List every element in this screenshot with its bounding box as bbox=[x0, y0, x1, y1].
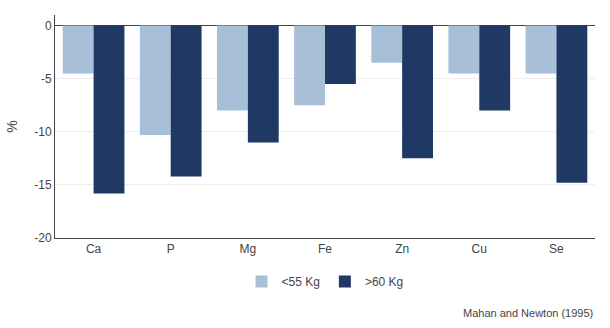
svg-text:Fe: Fe bbox=[318, 242, 332, 256]
svg-text:-15: -15 bbox=[34, 178, 52, 192]
svg-text:Cu: Cu bbox=[472, 242, 487, 256]
svg-text:-20: -20 bbox=[34, 231, 52, 245]
svg-text:Ca: Ca bbox=[86, 242, 102, 256]
svg-text:-5: -5 bbox=[41, 72, 52, 86]
svg-text:<55 Kg: <55 Kg bbox=[282, 275, 320, 289]
svg-text:-10: -10 bbox=[34, 125, 52, 139]
svg-text:Mahan and Newton (1995): Mahan and Newton (1995) bbox=[463, 307, 593, 319]
svg-text:0: 0 bbox=[45, 19, 52, 33]
svg-text:Mg: Mg bbox=[240, 242, 257, 256]
svg-text:P: P bbox=[167, 242, 175, 256]
svg-text:Zn: Zn bbox=[395, 242, 409, 256]
svg-text:Se: Se bbox=[549, 242, 564, 256]
svg-text:%: % bbox=[4, 120, 20, 132]
svg-text:>60 Kg: >60 Kg bbox=[365, 275, 403, 289]
